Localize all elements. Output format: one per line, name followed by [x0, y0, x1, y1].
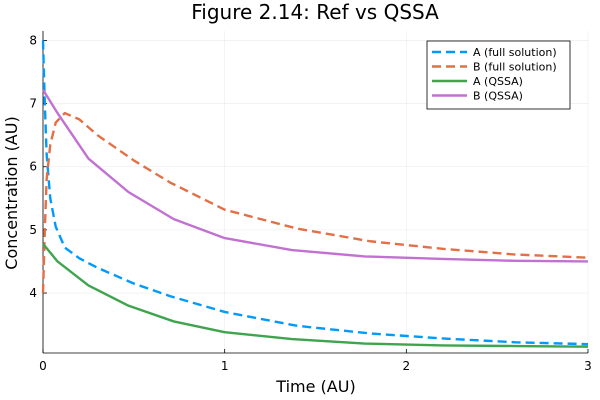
- series-line-1: [41, 40, 589, 346]
- y-tick-label: 8: [29, 33, 37, 47]
- axes: [42, 31, 588, 354]
- x-tick-label: 0: [39, 359, 47, 373]
- legend-label-4: B (QSSA): [473, 90, 523, 103]
- ticks: 0 1 2 3 4 5 6 7 8: [29, 33, 591, 373]
- series-line-4: [41, 89, 589, 263]
- series-line-3: [42, 243, 589, 348]
- series-layer: [41, 40, 589, 348]
- legend-label-1: A (full solution): [473, 46, 557, 59]
- x-tick-label: 1: [221, 359, 229, 373]
- y-tick-label: 4: [29, 286, 37, 300]
- x-tick-label: 2: [403, 359, 411, 373]
- y-tick-label: 6: [29, 160, 37, 174]
- x-tick-label: 3: [584, 359, 592, 373]
- grid: [42, 31, 589, 353]
- legend-label-2: B (full solution): [473, 61, 557, 74]
- chart-title: Figure 2.14: Ref vs QSSA: [191, 0, 439, 24]
- series-line-2: [41, 111, 589, 294]
- y-axis-label: Concentration (AU): [2, 116, 21, 269]
- x-axis-label: Time (AU): [275, 377, 355, 396]
- legend: A (full solution) B (full solution)A (QSS…: [426, 40, 571, 110]
- y-tick-label: 7: [29, 97, 37, 111]
- legend-label-3: A (QSSA): [473, 75, 523, 88]
- y-tick-label: 5: [29, 223, 37, 237]
